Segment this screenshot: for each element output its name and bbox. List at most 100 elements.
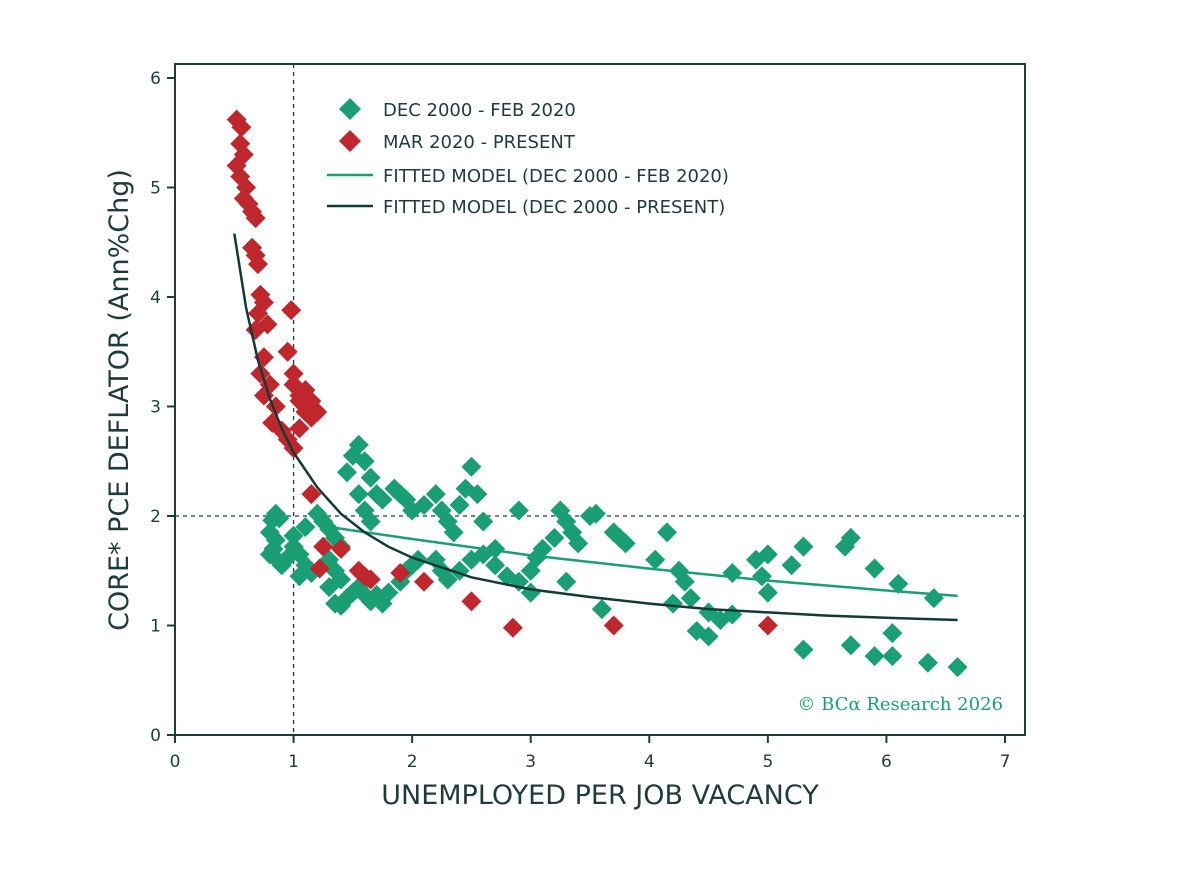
point-pre bbox=[508, 571, 529, 592]
x-tick-label: 5 bbox=[762, 752, 773, 772]
point-pre bbox=[585, 503, 606, 524]
point-pre bbox=[348, 484, 369, 505]
point-pre bbox=[473, 511, 494, 532]
point-pre bbox=[888, 573, 909, 594]
legend-marker-pre bbox=[339, 98, 361, 120]
point-pre bbox=[864, 646, 885, 667]
y-tick-label: 1 bbox=[150, 617, 161, 637]
point-pre bbox=[437, 569, 458, 590]
point-pre bbox=[568, 533, 589, 554]
point-post bbox=[283, 363, 304, 384]
point-pre bbox=[793, 536, 814, 557]
y-tick-label: 4 bbox=[150, 288, 161, 308]
point-post bbox=[253, 347, 274, 368]
x-tick-label: 0 bbox=[170, 752, 181, 772]
point-pre bbox=[556, 571, 577, 592]
point-pre bbox=[348, 434, 369, 455]
point-pre bbox=[645, 549, 666, 570]
point-pre bbox=[269, 508, 290, 529]
x-tick-label: 1 bbox=[288, 752, 299, 772]
point-pre bbox=[414, 495, 434, 516]
x-tick-label: 4 bbox=[644, 752, 655, 772]
point-post bbox=[390, 562, 411, 583]
point-post bbox=[301, 484, 322, 505]
point-post bbox=[277, 341, 298, 362]
y-tick-label: 2 bbox=[150, 507, 161, 527]
y-tick-label: 6 bbox=[150, 69, 161, 89]
point-pre bbox=[722, 562, 743, 583]
point-pre bbox=[289, 566, 310, 587]
point-post bbox=[242, 237, 263, 258]
point-post bbox=[331, 538, 351, 559]
x-tick-label: 6 bbox=[881, 752, 892, 772]
point-pre bbox=[354, 451, 375, 472]
point-pre bbox=[917, 652, 938, 673]
point-pre bbox=[840, 635, 861, 656]
point-pre bbox=[751, 566, 772, 587]
point-post bbox=[307, 401, 328, 422]
point-pre bbox=[793, 639, 814, 660]
point-post bbox=[253, 385, 274, 406]
point-pre bbox=[663, 593, 683, 614]
point-pre bbox=[882, 623, 903, 644]
y-axis-title: CORE* PCE DEFLATOR (Ann%Chg) bbox=[104, 169, 135, 631]
point-pre bbox=[757, 544, 778, 565]
point-pre bbox=[372, 489, 393, 510]
x-axis-ticks: 0 1 2 3 4 5 6 7 bbox=[170, 735, 1010, 772]
point-post bbox=[289, 418, 310, 439]
point-pre bbox=[485, 555, 506, 576]
point-post bbox=[231, 117, 252, 138]
point-pre bbox=[840, 527, 861, 548]
point-pre bbox=[532, 538, 553, 559]
point-pre bbox=[461, 456, 482, 477]
point-post bbox=[281, 300, 302, 321]
point-post bbox=[248, 303, 268, 324]
point-pre bbox=[295, 516, 316, 537]
credit-text: © BCα Research 2026 bbox=[797, 694, 1003, 715]
y-tick-label: 0 bbox=[150, 726, 161, 746]
point-pre bbox=[378, 582, 399, 603]
point-post bbox=[414, 571, 434, 592]
point-pre bbox=[680, 588, 701, 609]
y-axis-ticks: 0 1 2 3 4 5 6 bbox=[150, 69, 175, 746]
point-pre bbox=[864, 558, 885, 579]
point-post bbox=[603, 615, 624, 636]
legend-label-fit-pre: FITTED MODEL (DEC 2000 - FEB 2020) bbox=[383, 166, 729, 187]
legend-item-fit-all: FITTED MODEL (DEC 2000 - PRESENT) bbox=[327, 197, 725, 218]
point-pre bbox=[336, 462, 357, 483]
point-pre bbox=[283, 525, 304, 546]
point-post bbox=[248, 254, 268, 275]
point-pre bbox=[319, 577, 340, 598]
point-post bbox=[250, 363, 271, 384]
legend-item-pre: DEC 2000 - FEB 2020 bbox=[339, 98, 576, 121]
legend-item-fit-pre: FITTED MODEL (DEC 2000 - FEB 2020) bbox=[327, 166, 729, 187]
point-pre bbox=[757, 582, 778, 603]
point-post bbox=[253, 292, 274, 313]
point-post bbox=[461, 591, 482, 612]
point-pre bbox=[781, 555, 802, 576]
point-pre bbox=[508, 500, 529, 521]
x-tick-label: 3 bbox=[525, 752, 536, 772]
plot-frame bbox=[174, 63, 1026, 736]
fitted-line-pre bbox=[328, 525, 958, 598]
point-pre bbox=[615, 533, 636, 554]
point-pre bbox=[443, 522, 464, 543]
point-post bbox=[242, 201, 263, 222]
point-post bbox=[245, 245, 266, 266]
point-pre bbox=[360, 467, 381, 488]
y-tick-label: 3 bbox=[150, 398, 161, 418]
legend-marker-post bbox=[339, 130, 361, 152]
point-post bbox=[360, 569, 381, 590]
point-pre bbox=[674, 571, 695, 592]
point-post bbox=[757, 615, 778, 636]
point-pre bbox=[431, 500, 452, 521]
point-pre bbox=[449, 495, 470, 516]
x-tick-label: 2 bbox=[407, 752, 418, 772]
legend-label-post: MAR 2020 - PRESENT bbox=[383, 132, 576, 153]
point-pre bbox=[591, 599, 612, 620]
point-pre bbox=[544, 527, 565, 548]
point-pre bbox=[360, 511, 381, 532]
point-pre bbox=[698, 626, 719, 647]
point-post bbox=[502, 617, 523, 638]
point-pre bbox=[923, 588, 944, 609]
